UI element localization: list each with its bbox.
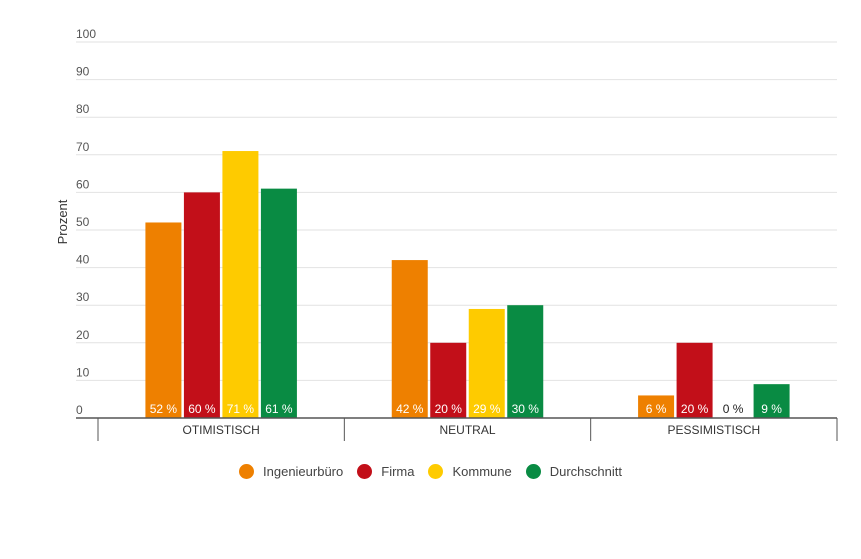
legend-label: Ingenieurbüro — [263, 464, 344, 479]
y-axis-label: Prozent — [55, 199, 70, 244]
y-tick-label: 20 — [76, 328, 90, 342]
bar — [391, 260, 428, 418]
y-tick-label: 90 — [76, 65, 90, 79]
data-label: 29 % — [473, 402, 501, 416]
legend-item: Firma — [357, 464, 414, 479]
bars: 52 % 60 % 71 % 61 % 42 % 20 % 29 % 30 % 6 % 20 % 0… — [145, 151, 790, 419]
legend-label: Kommune — [452, 464, 512, 479]
bar — [183, 192, 220, 418]
y-tick-label: 30 — [76, 290, 90, 304]
data-label: 30 % — [512, 402, 540, 416]
data-label: 20 % — [435, 402, 463, 416]
legend-item: Ingenieurbüro — [239, 464, 343, 479]
data-label: 42 % — [396, 402, 424, 416]
bar — [430, 342, 467, 418]
bar — [145, 222, 182, 418]
data-label: 6 % — [646, 402, 667, 416]
legend: Ingenieurbüro Firma Kommune Durchschnitt — [0, 464, 861, 479]
legend-swatch — [428, 464, 444, 479]
legend-label: Durchschnitt — [549, 464, 622, 479]
data-label: 71 % — [227, 402, 255, 416]
y-tick-label: 70 — [76, 140, 90, 154]
x-category-label: PESSIMISTISCH — [667, 423, 760, 437]
legend-item: Durchschnitt — [525, 464, 622, 479]
x-axis: OTIMISTISCH NEUTRAL PESSIMISTISCH — [76, 417, 838, 441]
data-label: 61 % — [265, 402, 293, 416]
bar — [638, 395, 675, 418]
data-label: 9 % — [761, 402, 782, 416]
legend-swatch — [239, 464, 255, 479]
x-category-label: OTIMISTISCH — [182, 423, 259, 437]
y-tick-label: 0 — [76, 403, 83, 417]
y-tick-label: 80 — [76, 102, 90, 116]
bar — [260, 188, 297, 418]
data-label: 20 % — [681, 402, 709, 416]
legend-item: Kommune — [428, 464, 512, 479]
y-tick-label: 60 — [76, 177, 90, 191]
bar — [222, 151, 259, 419]
y-tick-label: 50 — [76, 215, 90, 229]
bar — [753, 384, 790, 418]
x-category-label: NEUTRAL — [439, 423, 495, 437]
y-tick-label: 10 — [76, 365, 90, 379]
bar — [676, 342, 713, 418]
bar — [468, 308, 505, 418]
legend-swatch — [357, 464, 373, 479]
y-tick-label: 100 — [76, 27, 96, 41]
legend-swatch — [525, 464, 541, 479]
bar — [507, 305, 544, 418]
data-label: 52 % — [150, 402, 178, 416]
legend-label: Firma — [381, 464, 415, 479]
y-tick-label: 40 — [76, 253, 90, 267]
data-label: 60 % — [188, 402, 216, 416]
y-axis-ticks: 0 10 20 30 40 50 60 70 80 90 100 — [76, 27, 96, 417]
data-label: 0 % — [723, 402, 744, 416]
